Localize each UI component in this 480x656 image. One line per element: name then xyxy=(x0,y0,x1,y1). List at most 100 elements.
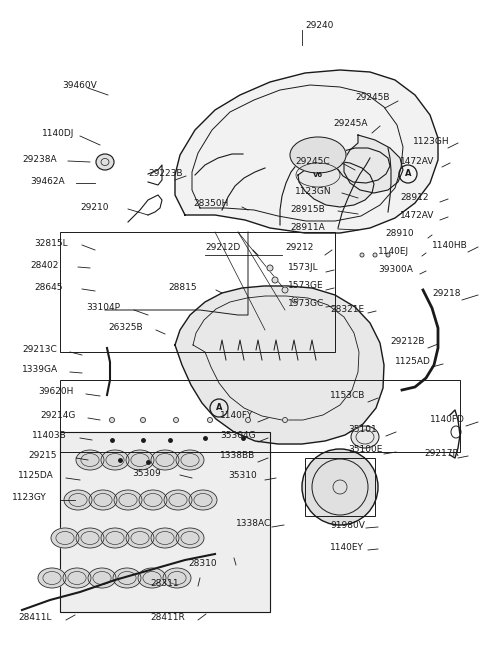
Text: 1123GN: 1123GN xyxy=(295,186,332,195)
Text: 29240: 29240 xyxy=(305,22,334,30)
Bar xyxy=(305,458,375,516)
Text: 1140HB: 1140HB xyxy=(432,241,468,249)
Text: 29214G: 29214G xyxy=(40,411,75,420)
Ellipse shape xyxy=(207,417,213,422)
Text: 28645: 28645 xyxy=(34,283,62,291)
Text: 39620H: 39620H xyxy=(38,388,73,396)
Text: 1140EJ: 1140EJ xyxy=(378,247,409,255)
Text: 29212D: 29212D xyxy=(205,243,240,253)
Ellipse shape xyxy=(163,568,191,588)
Text: 1140DJ: 1140DJ xyxy=(42,129,74,138)
Text: 39462A: 39462A xyxy=(30,176,65,186)
Ellipse shape xyxy=(373,253,377,257)
Ellipse shape xyxy=(290,137,346,173)
Ellipse shape xyxy=(176,450,204,470)
Text: 29245B: 29245B xyxy=(355,92,389,102)
Text: 29218: 29218 xyxy=(432,289,460,298)
Polygon shape xyxy=(175,286,384,444)
Text: 29210: 29210 xyxy=(80,203,108,211)
Ellipse shape xyxy=(114,490,142,510)
Ellipse shape xyxy=(113,568,141,588)
Polygon shape xyxy=(330,148,390,183)
Ellipse shape xyxy=(282,287,288,293)
Text: 1472AV: 1472AV xyxy=(400,211,434,220)
Text: 28915B: 28915B xyxy=(290,205,325,213)
Ellipse shape xyxy=(101,528,129,548)
Ellipse shape xyxy=(109,417,115,422)
Text: 1338AC: 1338AC xyxy=(236,518,271,527)
Text: 1125AD: 1125AD xyxy=(395,358,431,367)
Text: 28910: 28910 xyxy=(385,228,414,237)
Text: 28321E: 28321E xyxy=(330,304,364,314)
Ellipse shape xyxy=(302,449,378,525)
Ellipse shape xyxy=(164,490,192,510)
Text: 28815: 28815 xyxy=(168,283,197,293)
Text: 91980V: 91980V xyxy=(330,520,365,529)
Text: 28402: 28402 xyxy=(30,260,59,270)
Text: 39300A: 39300A xyxy=(378,264,413,274)
Text: 1123GY: 1123GY xyxy=(12,493,47,502)
Ellipse shape xyxy=(126,528,154,548)
Text: 33104P: 33104P xyxy=(86,304,120,312)
Ellipse shape xyxy=(89,490,117,510)
Ellipse shape xyxy=(386,253,390,257)
Text: 29238A: 29238A xyxy=(22,155,57,163)
Text: 29213C: 29213C xyxy=(22,346,57,354)
Ellipse shape xyxy=(272,277,278,283)
Ellipse shape xyxy=(173,417,179,422)
Bar xyxy=(60,432,270,612)
Text: 29245A: 29245A xyxy=(333,119,368,127)
Text: 28411R: 28411R xyxy=(150,613,185,623)
Text: 39460V: 39460V xyxy=(62,81,97,91)
Text: 1472AV: 1472AV xyxy=(400,157,434,165)
Text: 1140EY: 1140EY xyxy=(330,543,364,552)
Text: 28350H: 28350H xyxy=(193,199,228,209)
Text: 29223B: 29223B xyxy=(148,169,182,178)
Polygon shape xyxy=(344,135,403,193)
Ellipse shape xyxy=(64,490,92,510)
Ellipse shape xyxy=(151,450,179,470)
Ellipse shape xyxy=(151,528,179,548)
Ellipse shape xyxy=(101,450,129,470)
Text: A: A xyxy=(216,403,222,413)
Ellipse shape xyxy=(267,265,273,271)
Text: 29212: 29212 xyxy=(285,243,313,253)
Text: 11403B: 11403B xyxy=(32,432,67,440)
Bar xyxy=(60,380,460,452)
Text: 29245C: 29245C xyxy=(295,157,330,165)
Text: 29217R: 29217R xyxy=(424,449,459,459)
Text: 35304G: 35304G xyxy=(220,432,256,440)
Text: 1338BB: 1338BB xyxy=(220,451,255,461)
Text: 1573GC: 1573GC xyxy=(288,300,324,308)
Text: 28310: 28310 xyxy=(188,558,216,567)
Text: 1123GH: 1123GH xyxy=(413,136,450,146)
Bar xyxy=(60,432,270,612)
Text: 35310: 35310 xyxy=(228,472,257,480)
Text: 35101: 35101 xyxy=(348,426,377,434)
Ellipse shape xyxy=(283,417,288,422)
Polygon shape xyxy=(175,70,438,233)
Text: 35309: 35309 xyxy=(132,468,161,478)
Text: 32815L: 32815L xyxy=(34,239,68,247)
Text: 1125DA: 1125DA xyxy=(18,472,54,480)
Ellipse shape xyxy=(139,490,167,510)
Ellipse shape xyxy=(141,417,145,422)
Ellipse shape xyxy=(189,490,217,510)
Text: 28912: 28912 xyxy=(400,192,429,201)
Text: 1140FY: 1140FY xyxy=(220,411,253,420)
Ellipse shape xyxy=(76,450,104,470)
Text: A: A xyxy=(405,169,411,178)
Ellipse shape xyxy=(245,417,251,422)
Text: 1339GA: 1339GA xyxy=(22,365,58,375)
Text: 1140FD: 1140FD xyxy=(430,415,465,424)
Ellipse shape xyxy=(138,568,166,588)
Ellipse shape xyxy=(38,568,66,588)
Ellipse shape xyxy=(96,154,114,170)
Ellipse shape xyxy=(176,528,204,548)
Text: 35100E: 35100E xyxy=(348,445,383,455)
Ellipse shape xyxy=(351,426,379,448)
Ellipse shape xyxy=(88,568,116,588)
Ellipse shape xyxy=(51,528,79,548)
Ellipse shape xyxy=(360,253,364,257)
Text: 26325B: 26325B xyxy=(108,323,143,333)
